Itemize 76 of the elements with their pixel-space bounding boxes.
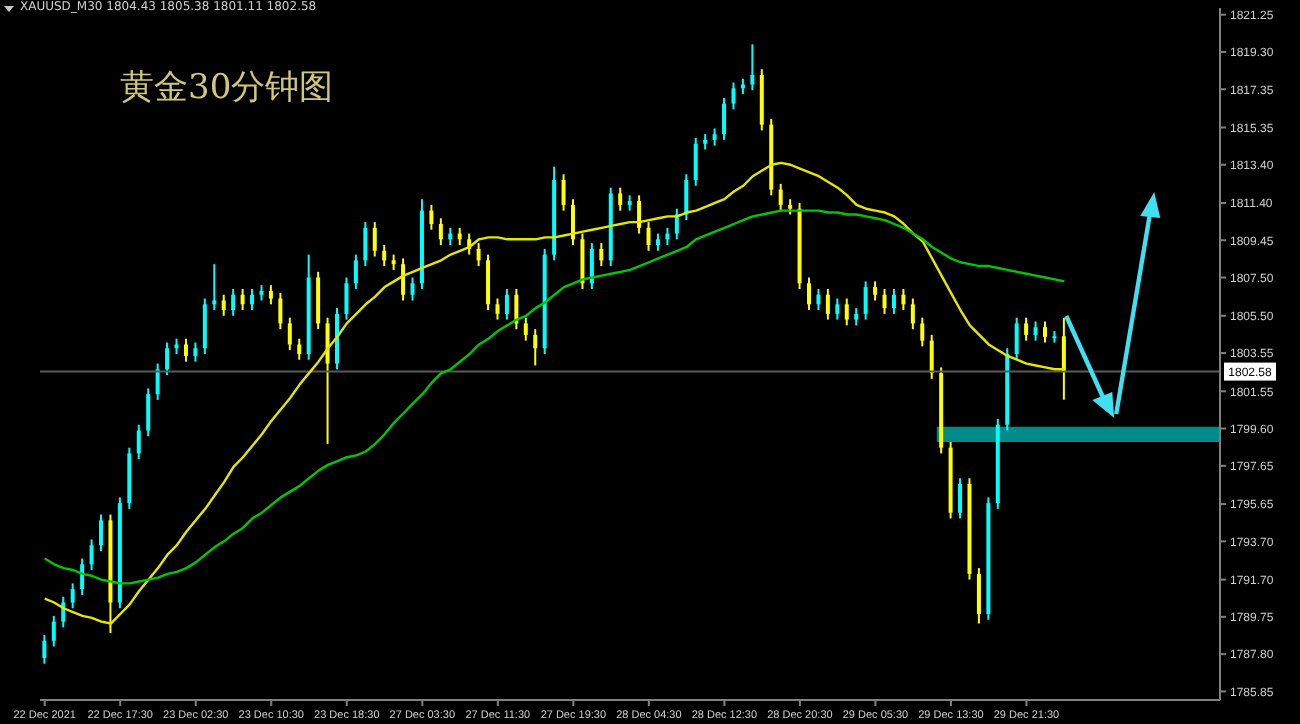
- candlestick: [844, 297, 849, 327]
- candlestick: [882, 288, 887, 315]
- candlestick: [382, 244, 387, 268]
- candlestick: [929, 333, 934, 380]
- candlestick: [278, 291, 283, 331]
- candlestick: [1033, 320, 1038, 342]
- candlestick: [70, 582, 75, 610]
- candlestick: [136, 423, 141, 461]
- line-series: [43, 161, 1066, 625]
- candlestick: [599, 242, 604, 268]
- candlestick: [429, 203, 434, 231]
- candlestick: [778, 182, 783, 212]
- candlestick: [297, 337, 302, 361]
- candlestick: [221, 293, 226, 317]
- candlestick: [863, 280, 868, 321]
- candlestick: [1061, 317, 1066, 401]
- candlestick: [231, 288, 236, 317]
- candlestick: [325, 316, 330, 445]
- candlestick: [372, 221, 377, 258]
- candlestick: [268, 284, 273, 306]
- candlestick: [873, 280, 878, 302]
- candlestick: [637, 194, 642, 235]
- candlestick: [51, 614, 56, 648]
- candlestick: [910, 297, 915, 331]
- candlestick: [1024, 316, 1029, 342]
- candlestick: [646, 221, 651, 252]
- candlestick: [476, 242, 481, 268]
- candlestick: [504, 288, 509, 321]
- candlestick: [958, 477, 963, 520]
- candlestick: [202, 297, 207, 355]
- text: 黄金30分钟图: [120, 66, 334, 110]
- candlestick: [212, 263, 217, 312]
- candlestick: [240, 288, 245, 312]
- candlestick: [193, 341, 198, 363]
- candlestick: [561, 173, 566, 212]
- candlestick: [316, 270, 321, 331]
- candlestick: [580, 232, 585, 291]
- candlestick: [722, 96, 727, 141]
- candlestick: [155, 362, 160, 401]
- candlestick: [146, 387, 151, 438]
- candlestick: [920, 316, 925, 348]
- candlestick: [618, 186, 623, 212]
- candlestick: [684, 173, 689, 222]
- candlestick: [976, 567, 981, 625]
- candlestick: [589, 242, 594, 291]
- candlestick: [835, 297, 840, 321]
- candlestick: [183, 337, 188, 363]
- candlestick: [344, 276, 349, 321]
- candlestick: [571, 198, 575, 247]
- candlestick: [1043, 320, 1047, 344]
- candlestick: [731, 81, 736, 111]
- candlestick: [401, 257, 406, 302]
- candlestick: [693, 136, 698, 187]
- candlestick: [353, 253, 358, 291]
- candlestick: [250, 288, 255, 312]
- candlestick: [495, 297, 500, 321]
- candlestick: [287, 316, 292, 352]
- candlestick: [533, 328, 538, 367]
- candlestick: [99, 513, 103, 552]
- candlestick: [674, 207, 679, 241]
- candlestick: [523, 316, 528, 342]
- candlestick: [363, 221, 368, 268]
- candlestick: [486, 253, 491, 312]
- candlestick: [816, 288, 821, 312]
- candlestick: [42, 634, 47, 665]
- candlestick: [891, 288, 896, 315]
- candlestick: [750, 43, 755, 92]
- candlestick: [438, 217, 443, 247]
- candlestick: [825, 288, 830, 321]
- candlestick: [89, 538, 94, 572]
- candlestick: [1014, 316, 1019, 361]
- candlestick: [807, 276, 811, 312]
- candlestick: [80, 557, 85, 596]
- candlestick: [165, 341, 170, 377]
- candlestick: [901, 288, 906, 312]
- candlestick: [410, 276, 415, 302]
